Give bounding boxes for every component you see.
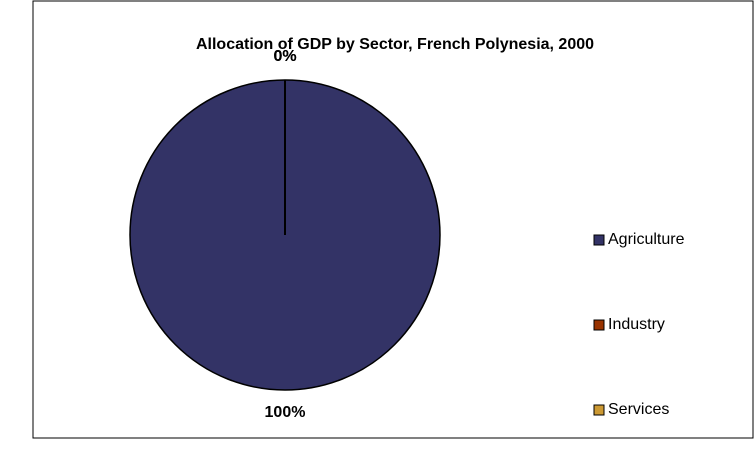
legend-swatch [593,404,605,416]
legend-swatch [593,234,605,246]
legend-label: Agriculture [608,231,685,248]
legend-label: Services [608,401,669,418]
legend-swatch [593,319,605,331]
data-label: 0% [273,48,296,65]
chart-title: Allocation of GDP by Sector, French Poly… [196,36,594,53]
legend-label: Industry [608,316,665,333]
data-label: 100% [265,404,306,421]
data-label: 0% [273,48,296,65]
